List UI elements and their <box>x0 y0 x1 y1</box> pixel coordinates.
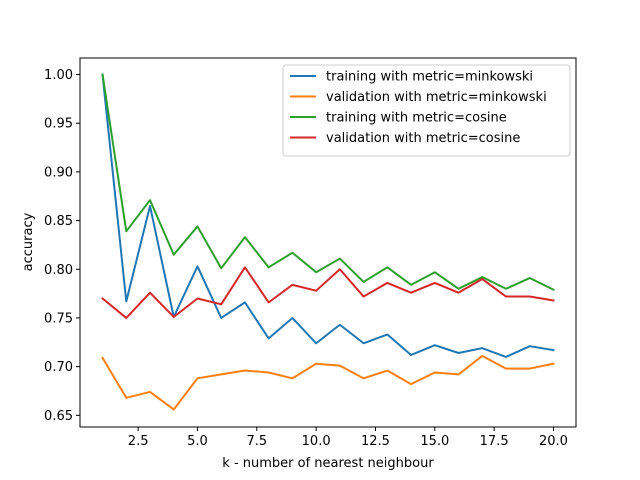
x-tick-label: 20.0 <box>539 434 568 449</box>
x-tick-label: 17.5 <box>480 434 509 449</box>
x-axis: 2.5 5.0 7.5 10.0 12.5 15.0 17.5 20.0 <box>128 427 568 449</box>
y-axis-label: accuracy <box>21 212 36 271</box>
x-tick-label: 10.0 <box>302 434 331 449</box>
x-tick-label: 2.5 <box>128 434 149 449</box>
series-line-1 <box>101 73 555 358</box>
y-tick-label: 0.65 <box>44 409 73 424</box>
legend-label: validation with metric=minkowski <box>326 90 547 105</box>
y-tick-label: 1.00 <box>44 68 73 83</box>
x-tick-label: 7.5 <box>246 434 267 449</box>
y-axis: 0.65 0.70 0.75 0.80 0.85 0.90 0.95 1.00 <box>44 68 80 424</box>
legend-label: training with metric=minkowski <box>326 70 533 85</box>
y-tick-label: 0.95 <box>44 117 73 132</box>
plot-frame <box>79 57 577 428</box>
x-tick-label: 15.0 <box>420 434 449 449</box>
series-line-3 <box>101 73 555 292</box>
y-tick-label: 0.85 <box>44 214 73 229</box>
x-tick-label: 5.0 <box>187 434 208 449</box>
x-tick-label: 12.5 <box>361 434 390 449</box>
legend-box <box>282 64 571 157</box>
legend: training with metric=minkowski validation… <box>282 64 571 157</box>
y-tick-label: 0.75 <box>44 311 73 326</box>
y-tick-label: 0.90 <box>44 165 73 180</box>
legend-label: validation with metric=cosine <box>326 131 520 146</box>
legend-label: training with metric=cosine <box>326 111 507 126</box>
series-line-2 <box>101 354 555 411</box>
series-layer <box>101 73 555 411</box>
y-tick-label: 0.70 <box>44 360 73 375</box>
x-axis-label: k - number of nearest neighbour <box>222 456 434 471</box>
y-tick-label: 0.80 <box>44 263 73 278</box>
series-line-4 <box>101 266 555 319</box>
